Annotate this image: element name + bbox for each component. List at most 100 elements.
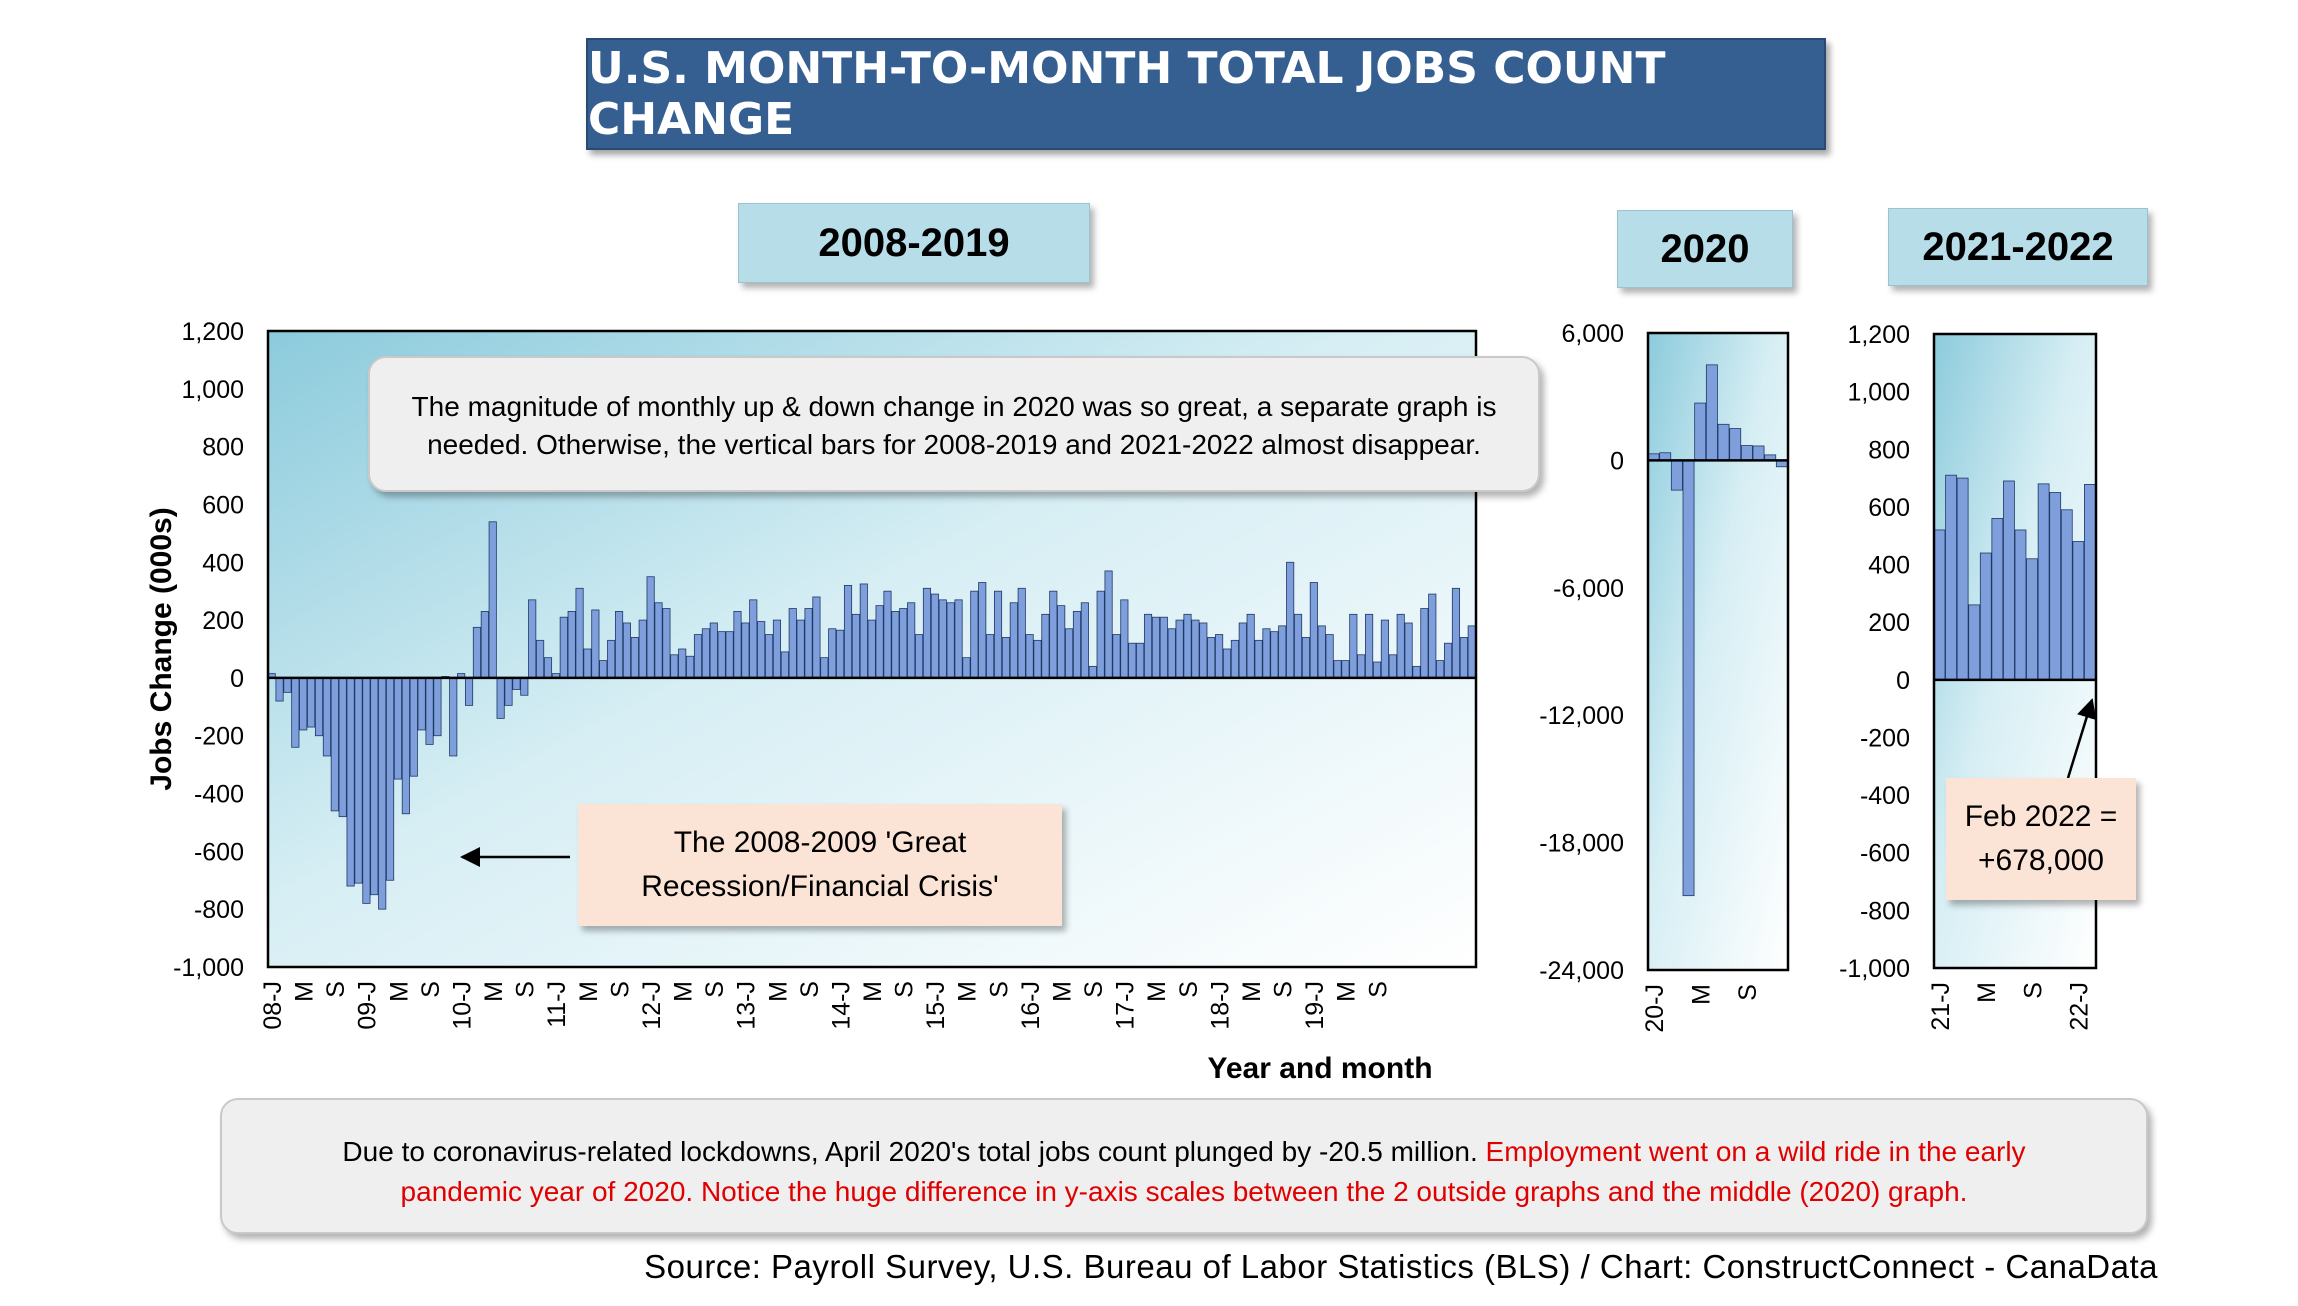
bar bbox=[654, 602, 663, 679]
bar bbox=[1467, 625, 1476, 679]
x-tick-label: 08-J bbox=[259, 981, 287, 1030]
bar bbox=[480, 611, 489, 679]
x-tick-label: S bbox=[1080, 981, 1108, 998]
bar bbox=[559, 616, 568, 679]
bar bbox=[1325, 634, 1334, 679]
y-tick-label: -12,000 bbox=[1539, 702, 1624, 730]
bar bbox=[275, 677, 284, 702]
x-tick-label: 18-J bbox=[1206, 981, 1234, 1030]
bar bbox=[1207, 637, 1216, 679]
bar bbox=[1270, 631, 1279, 679]
x-tick-label: M bbox=[1049, 981, 1077, 1002]
bar bbox=[1215, 634, 1224, 679]
bar bbox=[2049, 492, 2062, 681]
bar bbox=[1025, 634, 1034, 679]
bar bbox=[765, 634, 774, 679]
bar bbox=[386, 677, 395, 881]
bar bbox=[393, 677, 403, 780]
bar bbox=[1752, 445, 1765, 461]
y-tick-label: 200 bbox=[1868, 609, 1910, 637]
x-tick-label: 16-J bbox=[1017, 981, 1045, 1030]
x-tick-label: M bbox=[764, 981, 792, 1002]
x-tick-label: M bbox=[291, 981, 319, 1002]
bar bbox=[662, 608, 671, 679]
bar bbox=[1717, 423, 1730, 461]
y-tick-label: -1,000 bbox=[1839, 955, 1910, 983]
bar bbox=[1057, 605, 1066, 679]
bar bbox=[693, 634, 703, 679]
bar bbox=[1365, 613, 1374, 679]
x-tick-label: S bbox=[1364, 981, 1392, 998]
bar bbox=[496, 677, 505, 719]
y-tick-label: -6,000 bbox=[1553, 575, 1624, 603]
chart-title: U.S. MONTH-TO-MONTH TOTAL JOBS COUNT CHA… bbox=[586, 38, 1826, 150]
chart-panel-1: 6,000 0 -6,000 -12,000 -18,000 -24,000 20-J M S bbox=[1539, 320, 1790, 1033]
bar bbox=[338, 677, 347, 818]
y-tick-label: 400 bbox=[1868, 552, 1910, 580]
y-tick-label: -400 bbox=[1860, 782, 1910, 810]
y-tick-label: 800 bbox=[202, 434, 244, 462]
bar bbox=[1694, 402, 1707, 461]
chart-panel-2: 1,200 1,000 800 600 400 200 0 -200 -400 -600 -800 -… bbox=[1839, 321, 2098, 1031]
bar bbox=[504, 677, 513, 706]
bar bbox=[2072, 541, 2085, 681]
x-tick-label: 15-J bbox=[922, 981, 950, 1030]
bar bbox=[1380, 619, 1389, 679]
bar bbox=[1104, 570, 1113, 679]
bar bbox=[1246, 613, 1255, 679]
magnitude-note-text: The magnitude of monthly up & down chang… bbox=[411, 391, 1497, 460]
bar bbox=[828, 628, 837, 679]
bar bbox=[1143, 613, 1153, 679]
bar bbox=[2037, 483, 2050, 681]
bar bbox=[922, 587, 932, 679]
bar bbox=[299, 677, 308, 731]
bar bbox=[733, 611, 742, 679]
bar bbox=[954, 599, 963, 679]
bar bbox=[851, 613, 860, 679]
bar bbox=[1199, 622, 1208, 679]
bar bbox=[1049, 590, 1058, 679]
y-tick-label: 800 bbox=[1868, 436, 1910, 464]
bar bbox=[1183, 613, 1192, 679]
bar bbox=[1404, 622, 1413, 679]
x-tick-label: M bbox=[954, 981, 982, 1002]
bar bbox=[993, 590, 1003, 679]
bar bbox=[1979, 552, 1992, 681]
bar bbox=[409, 677, 418, 777]
bar bbox=[528, 599, 537, 679]
x-tick-label: S bbox=[512, 981, 540, 998]
bar bbox=[749, 599, 758, 679]
x-tick-label: 21-J bbox=[1927, 982, 1955, 1031]
magnitude-note: The magnitude of monthly up & down chang… bbox=[368, 356, 1540, 492]
bar bbox=[686, 655, 695, 679]
bar bbox=[1120, 599, 1129, 679]
bar bbox=[1136, 642, 1145, 679]
bar bbox=[1341, 660, 1350, 679]
lockdown-note-red-text: Employment went on a wild ride in the ea… bbox=[400, 1136, 2026, 1207]
bar bbox=[425, 677, 434, 745]
bar bbox=[970, 590, 979, 679]
bar bbox=[962, 657, 971, 679]
bar bbox=[1065, 628, 1074, 679]
x-tick-label: S bbox=[891, 981, 919, 998]
lockdown-note: Due to coronavirus-related lockdowns, Ap… bbox=[220, 1098, 2148, 1234]
y-tick-label: -800 bbox=[1860, 897, 1910, 925]
bar bbox=[615, 611, 624, 679]
bar bbox=[591, 609, 600, 679]
y-tick-label: 1,200 bbox=[181, 318, 244, 346]
bar bbox=[1357, 654, 1366, 679]
bar bbox=[1396, 613, 1405, 679]
bar bbox=[1286, 561, 1295, 679]
bar bbox=[314, 677, 324, 737]
bar bbox=[1444, 642, 1453, 679]
bar bbox=[346, 677, 355, 887]
x-tick-label: M bbox=[859, 981, 887, 1002]
bar bbox=[1278, 625, 1287, 679]
recession-callout-line1: The 2008-2009 'Great bbox=[673, 826, 967, 859]
bar bbox=[433, 677, 442, 737]
x-tick-label: S bbox=[796, 981, 824, 998]
bar bbox=[638, 619, 647, 679]
y-tick-label: 200 bbox=[202, 607, 244, 635]
x-tick-label: 09-J bbox=[354, 981, 382, 1030]
y-tick-label: 600 bbox=[1868, 494, 1910, 522]
